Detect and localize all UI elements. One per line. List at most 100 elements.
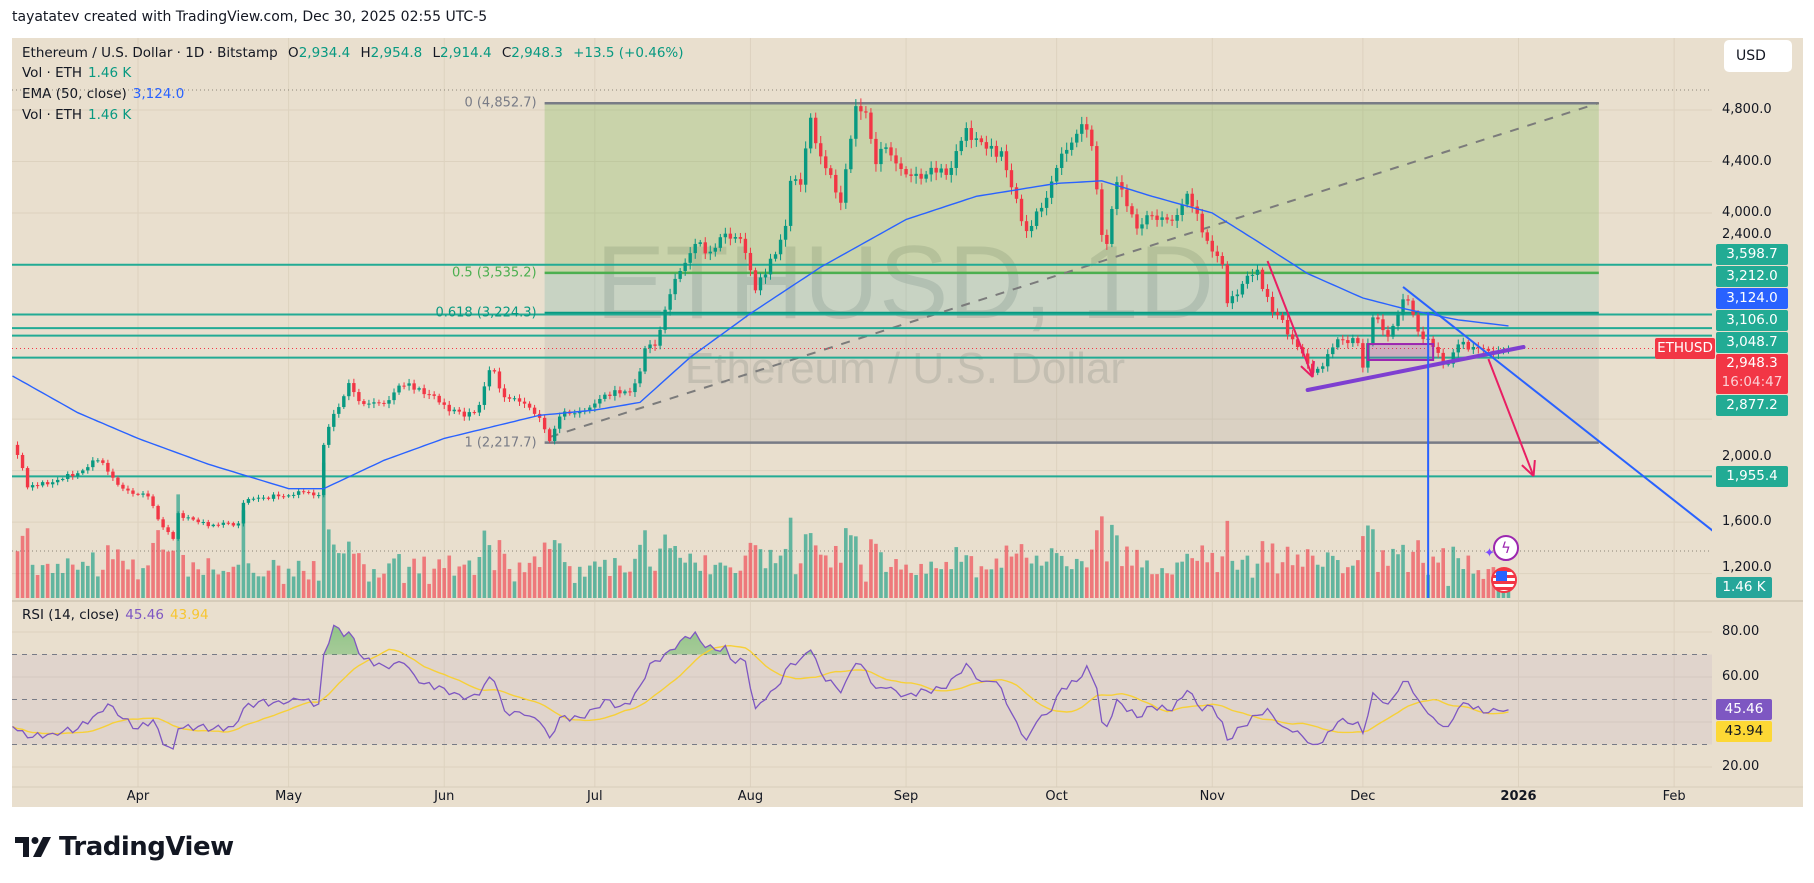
- candle-body: [367, 403, 371, 405]
- volume-bar: [1310, 555, 1315, 598]
- volume-bar: [231, 566, 236, 598]
- candle-body: [1200, 213, 1204, 233]
- volume-bar: [206, 558, 211, 598]
- candle-body: [126, 488, 130, 491]
- candle-body: [86, 467, 90, 471]
- volume-bar: [452, 575, 457, 598]
- candle-body: [332, 413, 336, 427]
- volume-bar: [382, 573, 386, 598]
- candle-body: [894, 155, 898, 164]
- volume-bar: [879, 552, 883, 598]
- volume-bar: [939, 569, 943, 598]
- volume-bar: [352, 553, 356, 598]
- candle-body: [1386, 330, 1390, 337]
- volume-bar: [151, 542, 155, 598]
- volume-bar: [1481, 578, 1486, 598]
- candle-body: [563, 411, 567, 417]
- volume-bar: [1346, 567, 1350, 598]
- volume-bar: [1421, 562, 1425, 598]
- volume-bar: [407, 566, 411, 598]
- volume-bar: [798, 563, 803, 598]
- candle-body: [814, 117, 818, 144]
- volume-bar: [101, 569, 105, 598]
- volume-bar: [106, 545, 110, 598]
- volume-bar: [653, 570, 657, 598]
- volume-bar: [1034, 555, 1039, 598]
- candle-body: [181, 513, 185, 518]
- volume-bar: [618, 565, 622, 598]
- symbol-legend[interactable]: Ethereum / U.S. Dollar · 1D · Bitstamp O…: [22, 45, 690, 61]
- volume-bar: [502, 553, 507, 598]
- volume-legend[interactable]: Vol · ETH 1.46 K: [22, 65, 137, 81]
- volume-bar: [1265, 562, 1270, 598]
- candle-body: [1004, 151, 1009, 171]
- time-axis-label: Dec: [1350, 789, 1376, 804]
- volume-bar: [582, 576, 587, 598]
- candle-body: [241, 502, 246, 524]
- volume-bar: [1300, 566, 1305, 598]
- volume-bar: [598, 566, 602, 598]
- volume-bar: [126, 569, 130, 598]
- volume-bar: [623, 572, 627, 598]
- candle-body: [106, 462, 110, 472]
- candle-body: [1150, 215, 1154, 217]
- volume-bar: [236, 564, 241, 598]
- candle-body: [291, 494, 296, 496]
- candle-body: [939, 168, 943, 173]
- volume-bar: [1004, 545, 1009, 598]
- chart-panel[interactable]: [12, 38, 1803, 807]
- us-flag-icon[interactable]: [1491, 567, 1517, 593]
- candle-body: [623, 391, 627, 394]
- time-axis-label: Feb: [1662, 789, 1686, 804]
- candle-body: [131, 490, 135, 494]
- volume-bar: [643, 530, 647, 598]
- volume-legend-2[interactable]: Vol · ETH 1.46 K: [22, 107, 137, 123]
- watermark-name: Ethereum / U.S. Dollar: [685, 344, 1125, 393]
- candle-body: [1039, 207, 1044, 212]
- candle-body: [382, 402, 386, 404]
- candle-body: [748, 252, 753, 271]
- candle-body: [1416, 314, 1420, 332]
- volume-bar: [1160, 568, 1164, 598]
- volume-bar: [773, 563, 778, 598]
- volume-bar: [723, 565, 728, 598]
- volume-bar: [1090, 549, 1094, 598]
- candle-body: [497, 371, 502, 389]
- volume-bar: [1059, 555, 1064, 598]
- candle-body: [437, 395, 441, 403]
- volume-bar: [557, 543, 562, 598]
- candle-body: [467, 412, 472, 417]
- candle-body: [482, 386, 487, 405]
- lightning-icon[interactable]: ϟ: [1493, 535, 1519, 561]
- grid-lines: [12, 38, 1712, 787]
- candle-body: [1024, 221, 1029, 232]
- volume-bar: [387, 563, 391, 598]
- rsi-legend[interactable]: RSI (14, close) 45.46 43.94: [22, 607, 215, 623]
- volume-bar: [1009, 556, 1014, 598]
- volume-bar: [477, 556, 482, 598]
- volume-bar: [467, 560, 472, 598]
- currency-button[interactable]: USD: [1724, 40, 1792, 72]
- volume-bar: [527, 562, 532, 598]
- volume-bar: [753, 545, 758, 598]
- volume-bar: [462, 564, 467, 598]
- candle-body: [1341, 339, 1345, 341]
- volume-bar: [91, 552, 95, 598]
- candle-body: [427, 394, 431, 396]
- tradingview-logo[interactable]: TradingView: [15, 832, 234, 862]
- volume-bar: [1220, 556, 1225, 598]
- candle-body: [758, 277, 763, 291]
- candle-body: [924, 174, 928, 179]
- volume-bar: [979, 566, 984, 598]
- candle-body: [1441, 352, 1445, 364]
- candle-body: [447, 404, 451, 412]
- volume-bar: [1125, 546, 1129, 598]
- volume-bar: [1084, 567, 1089, 598]
- volume-bar: [1110, 524, 1114, 598]
- candle-body: [1270, 296, 1275, 313]
- candle-body: [477, 404, 482, 413]
- ema-legend[interactable]: EMA (50, close) 3,124.0: [22, 86, 190, 102]
- candle-body: [593, 403, 597, 408]
- volume-label-2: Vol · ETH: [22, 107, 82, 123]
